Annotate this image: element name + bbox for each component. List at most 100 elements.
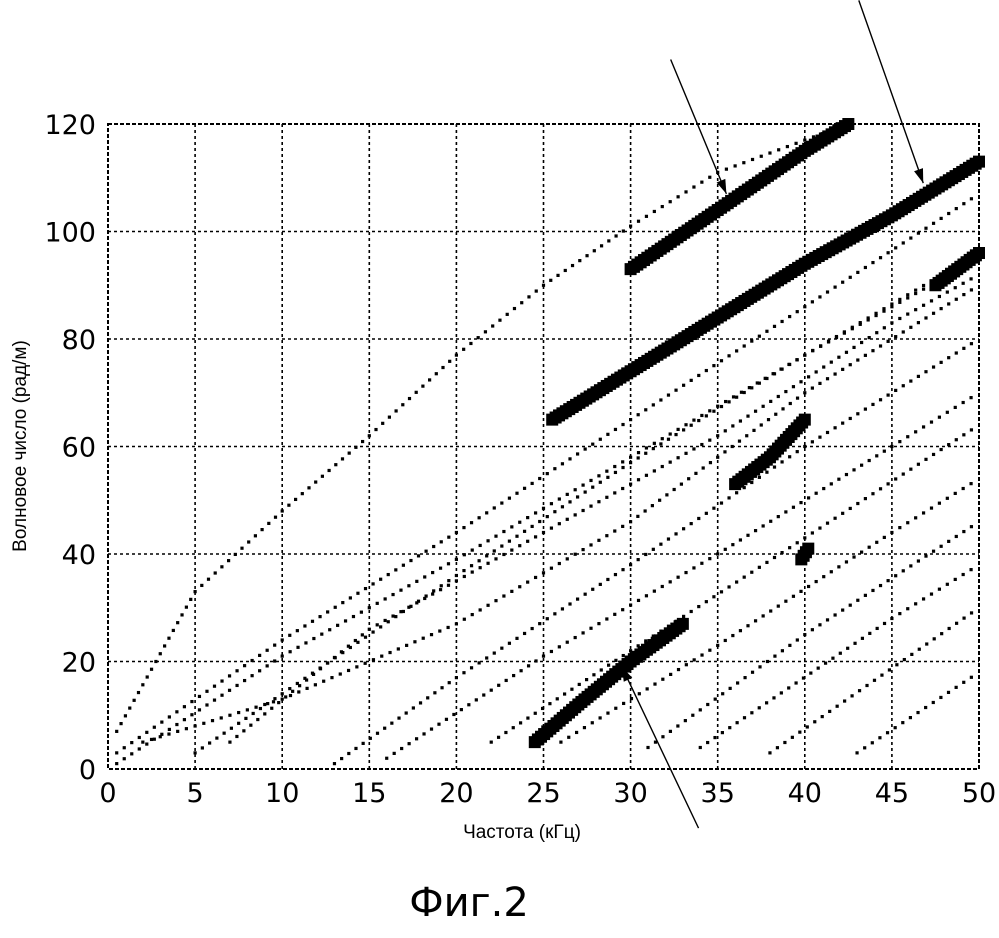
data-point (621, 460, 624, 463)
data-point (777, 148, 780, 151)
data-point (731, 543, 734, 546)
data-point (354, 747, 357, 750)
data-point (305, 687, 308, 690)
data-point (758, 382, 761, 385)
data-point (677, 195, 680, 198)
data-point (478, 559, 481, 562)
data-point (237, 711, 240, 714)
data-point (932, 701, 935, 704)
data-point (955, 298, 958, 301)
data-point (344, 619, 347, 622)
data-point (311, 620, 314, 623)
data-point (875, 541, 878, 544)
data-point (867, 316, 870, 319)
data-point (391, 614, 394, 617)
data-point (833, 613, 836, 616)
data-point (328, 628, 331, 631)
data-point (493, 651, 496, 654)
data-point (962, 573, 965, 576)
data-point (281, 692, 284, 695)
data-point (736, 681, 739, 684)
data-point (955, 622, 958, 625)
data-point (159, 652, 162, 655)
data-point (599, 481, 602, 484)
data-point (431, 571, 434, 574)
data-point (780, 460, 783, 463)
data-point (878, 736, 881, 739)
highlight-marker (802, 543, 814, 555)
data-point (294, 498, 297, 501)
data-point (940, 545, 943, 548)
data-point (512, 674, 515, 677)
series-1-dotted (115, 126, 841, 733)
data-point (917, 375, 920, 378)
data-point (724, 429, 727, 432)
x-tick-label: 50 (962, 778, 996, 809)
data-point (969, 277, 972, 280)
data-point (246, 708, 249, 711)
data-point (970, 525, 973, 528)
data-point (677, 428, 680, 431)
data-point (629, 225, 632, 228)
data-point (661, 437, 664, 440)
data-point (762, 405, 765, 408)
data-point (879, 584, 882, 587)
data-point (815, 580, 818, 583)
data-point (534, 576, 537, 579)
data-point (462, 526, 465, 529)
data-point (742, 161, 745, 164)
data-point (597, 474, 600, 477)
data-point (677, 456, 680, 459)
data-point (932, 365, 935, 368)
data-point (712, 595, 715, 598)
data-point (914, 289, 917, 292)
data-point (765, 330, 768, 333)
data-point (361, 440, 364, 443)
data-point (833, 286, 836, 289)
data-point (667, 537, 670, 540)
data-point (962, 347, 965, 350)
data-point (500, 647, 503, 650)
data-point (138, 747, 141, 750)
data-point (970, 611, 973, 614)
data-point (201, 746, 204, 749)
data-point (852, 555, 855, 558)
data-point (887, 393, 890, 396)
data-point (894, 389, 897, 392)
data-point (298, 684, 301, 687)
data-point (938, 502, 941, 505)
data-point (933, 637, 936, 640)
data-point (940, 361, 943, 364)
data-point (485, 656, 488, 659)
x-tick-label: 10 (265, 778, 299, 809)
data-point (220, 679, 223, 682)
figure-caption: Фиг.2 (409, 880, 529, 926)
data-point (583, 726, 586, 729)
data-point (546, 472, 549, 475)
data-point (894, 574, 897, 577)
data-point (493, 506, 496, 509)
data-point (247, 540, 250, 543)
data-point (289, 650, 292, 653)
data-point (605, 617, 608, 620)
series-4-dotted (194, 256, 973, 754)
data-point (548, 702, 551, 705)
data-point (815, 492, 818, 495)
data-point (445, 718, 448, 721)
data-point (690, 424, 693, 427)
annotation-arrow-line (859, 0, 923, 183)
data-point (860, 551, 863, 554)
data-point (397, 647, 400, 650)
data-point (566, 493, 569, 496)
data-point (614, 573, 617, 576)
data-point (708, 176, 711, 179)
data-point (296, 646, 299, 649)
data-point (909, 236, 912, 239)
data-point (661, 735, 664, 738)
data-point (769, 400, 772, 403)
data-point (621, 423, 624, 426)
data-point (898, 301, 901, 304)
data-point (485, 554, 488, 557)
data-point (568, 500, 571, 503)
data-point (652, 403, 655, 406)
